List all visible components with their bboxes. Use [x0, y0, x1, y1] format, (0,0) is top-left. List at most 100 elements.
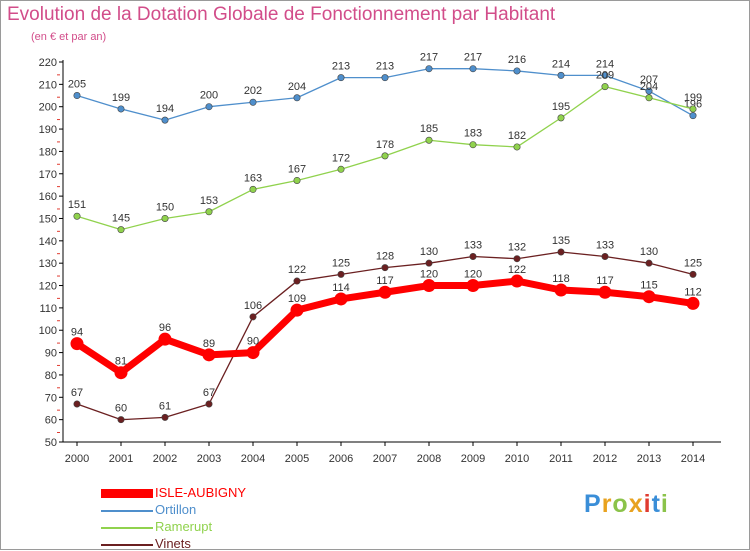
data-label: 202: [244, 85, 262, 97]
data-label: 185: [420, 123, 438, 135]
data-point: [510, 274, 524, 288]
x-tick-label: 2014: [681, 453, 705, 465]
data-point: [73, 212, 81, 220]
data-point: [557, 248, 565, 256]
data-label: 150: [156, 201, 174, 213]
y-tick-label: 160: [39, 191, 57, 203]
legend-item: Ramerupt: [101, 519, 212, 534]
y-tick-label: 130: [39, 258, 57, 270]
data-label: 209: [596, 70, 614, 82]
x-tick-label: 2010: [505, 453, 529, 465]
data-point: [466, 279, 480, 293]
data-label: 120: [420, 269, 438, 281]
data-label: 112: [684, 286, 702, 298]
data-point: [73, 400, 81, 408]
y-tick-label: 110: [39, 303, 57, 315]
data-label: 195: [552, 101, 570, 113]
y-tick-label: 170: [39, 169, 57, 181]
data-label: 96: [159, 322, 171, 334]
data-label: 133: [596, 239, 614, 251]
x-tick-label: 2008: [417, 453, 441, 465]
legend-item: ISLE-AUBIGNY: [101, 485, 246, 500]
data-point: [337, 74, 345, 82]
y-tick-label: 80: [45, 370, 57, 382]
logo-letter: t: [651, 490, 661, 518]
legend-item: Ortillon: [101, 502, 196, 517]
y-tick-label: 140: [39, 236, 57, 248]
x-tick-label: 2000: [65, 453, 89, 465]
data-point: [645, 259, 653, 267]
x-tick-label: 2001: [109, 453, 133, 465]
legend-label: ISLE-AUBIGNY: [155, 485, 247, 500]
data-label: 117: [376, 275, 394, 287]
y-tick-label: 90: [45, 348, 57, 360]
data-label: 135: [552, 235, 570, 247]
data-label: 122: [508, 264, 526, 276]
x-tick-label: 2013: [637, 453, 661, 465]
data-point: [689, 112, 697, 120]
x-tick-label: 2009: [461, 453, 485, 465]
data-point: [337, 270, 345, 278]
logo-letter: P: [584, 490, 602, 518]
logo-letter: x: [628, 490, 644, 518]
data-point: [557, 114, 565, 122]
data-point: [686, 296, 700, 310]
data-label: 109: [288, 293, 306, 305]
data-point: [337, 165, 345, 173]
data-point: [158, 332, 172, 346]
data-label: 178: [376, 139, 394, 151]
proxiti-logo: Proxiti: [584, 490, 669, 519]
data-point: [469, 252, 477, 260]
data-point: [161, 116, 169, 124]
data-label: 120: [464, 269, 482, 281]
data-label: 145: [112, 213, 130, 225]
data-point: [645, 94, 653, 102]
data-point: [642, 290, 656, 304]
data-label: 125: [684, 257, 702, 269]
y-tick-label: 180: [39, 146, 57, 158]
data-label: 130: [420, 246, 438, 258]
data-label: 118: [552, 273, 570, 285]
data-label: 172: [332, 152, 350, 164]
data-point: [205, 103, 213, 111]
legend-label: Ramerupt: [155, 519, 213, 534]
data-label: 115: [640, 280, 658, 292]
y-tick-label: 150: [39, 213, 57, 225]
data-point: [469, 141, 477, 149]
y-tick-label: 50: [45, 437, 57, 449]
data-point: [290, 303, 304, 317]
data-label: 60: [115, 403, 127, 415]
data-label: 94: [71, 327, 83, 339]
chart-subtitle: (en € et par an): [31, 31, 107, 43]
data-label: 214: [596, 58, 614, 70]
data-point: [246, 346, 260, 360]
data-label: 114: [332, 282, 350, 294]
x-tick-label: 2005: [285, 453, 309, 465]
data-label: 213: [332, 61, 350, 73]
x-tick-label: 2003: [197, 453, 221, 465]
data-label: 205: [68, 79, 86, 91]
data-label: 67: [203, 387, 215, 399]
data-label: 81: [115, 356, 127, 368]
legend-swatch: [101, 509, 153, 512]
data-point: [381, 264, 389, 272]
data-point: [378, 285, 392, 299]
data-point: [554, 283, 568, 297]
data-label: 182: [508, 130, 526, 142]
data-label: 132: [508, 242, 526, 254]
data-point: [161, 214, 169, 222]
data-point: [205, 208, 213, 216]
data-point: [117, 226, 125, 234]
data-label: 106: [244, 300, 262, 312]
data-point: [513, 255, 521, 263]
data-point: [601, 71, 609, 79]
x-tick-label: 2004: [241, 453, 265, 465]
data-label: 90: [247, 336, 259, 348]
data-label: 217: [464, 52, 482, 64]
data-label: 214: [552, 58, 570, 70]
data-label: 194: [156, 103, 174, 115]
data-point: [469, 65, 477, 73]
data-point: [205, 400, 213, 408]
data-point: [293, 176, 301, 184]
legend-label: Vinets: [155, 536, 191, 551]
